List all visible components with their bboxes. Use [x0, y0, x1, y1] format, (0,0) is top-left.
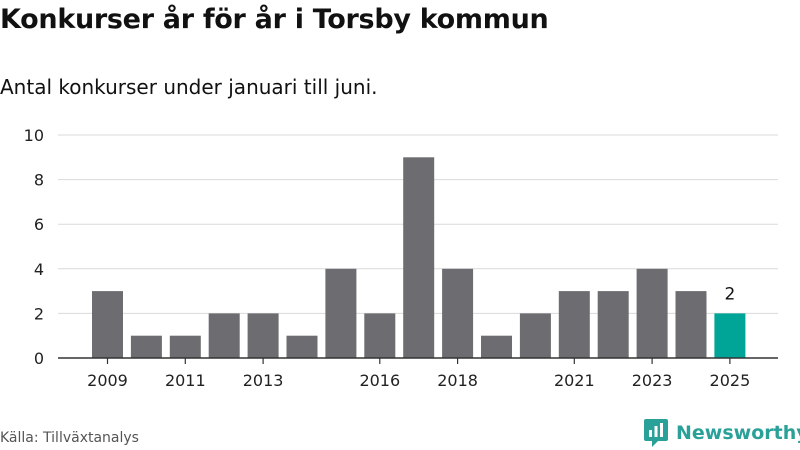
brand-name: Newsworthy	[676, 422, 800, 444]
bar-2015	[325, 268, 357, 358]
x-tick-label: 2021	[554, 371, 595, 390]
chart-subtitle: Antal konkurser under januari till juni.	[0, 75, 378, 99]
bar-2011	[169, 335, 201, 358]
y-tick-label: 8	[34, 171, 44, 190]
newsworthy-logo-icon	[644, 419, 668, 447]
bar-2013	[247, 313, 279, 358]
bar-2016	[364, 313, 396, 358]
data-label: 2	[724, 284, 735, 304]
x-tick-label: 2025	[710, 371, 751, 390]
chart-title: Konkurser år för år i Torsby kommun	[0, 4, 549, 35]
bar-2024	[675, 291, 707, 358]
bar-2019	[481, 335, 512, 358]
bar-2018	[442, 268, 474, 358]
x-tick-label: 2009	[87, 371, 128, 390]
y-tick-label: 0	[34, 349, 44, 368]
y-tick-label: 6	[34, 215, 44, 234]
bar-2012	[208, 313, 240, 358]
y-tick-label: 10	[24, 126, 44, 145]
bar-2025	[714, 313, 746, 358]
bar-2014	[286, 335, 318, 358]
x-tick-label: 2013	[243, 371, 284, 390]
bar-2023	[636, 268, 668, 358]
bar-2009	[92, 291, 123, 358]
x-tick-label: 2018	[437, 371, 478, 390]
bar-2017	[403, 157, 435, 358]
x-tick-label: 2016	[359, 371, 400, 390]
x-tick-label: 2011	[165, 371, 206, 390]
brand-logo: Newsworthy	[644, 419, 800, 447]
bar-2021	[558, 291, 590, 358]
source-note: Källa: Tillväxtanalys	[0, 430, 139, 446]
bar-2022	[597, 291, 629, 358]
bar-2010	[130, 335, 162, 358]
y-tick-label: 2	[34, 304, 44, 323]
bar-2020	[519, 313, 551, 358]
x-tick-label: 2023	[632, 371, 673, 390]
y-tick-label: 4	[34, 260, 44, 279]
